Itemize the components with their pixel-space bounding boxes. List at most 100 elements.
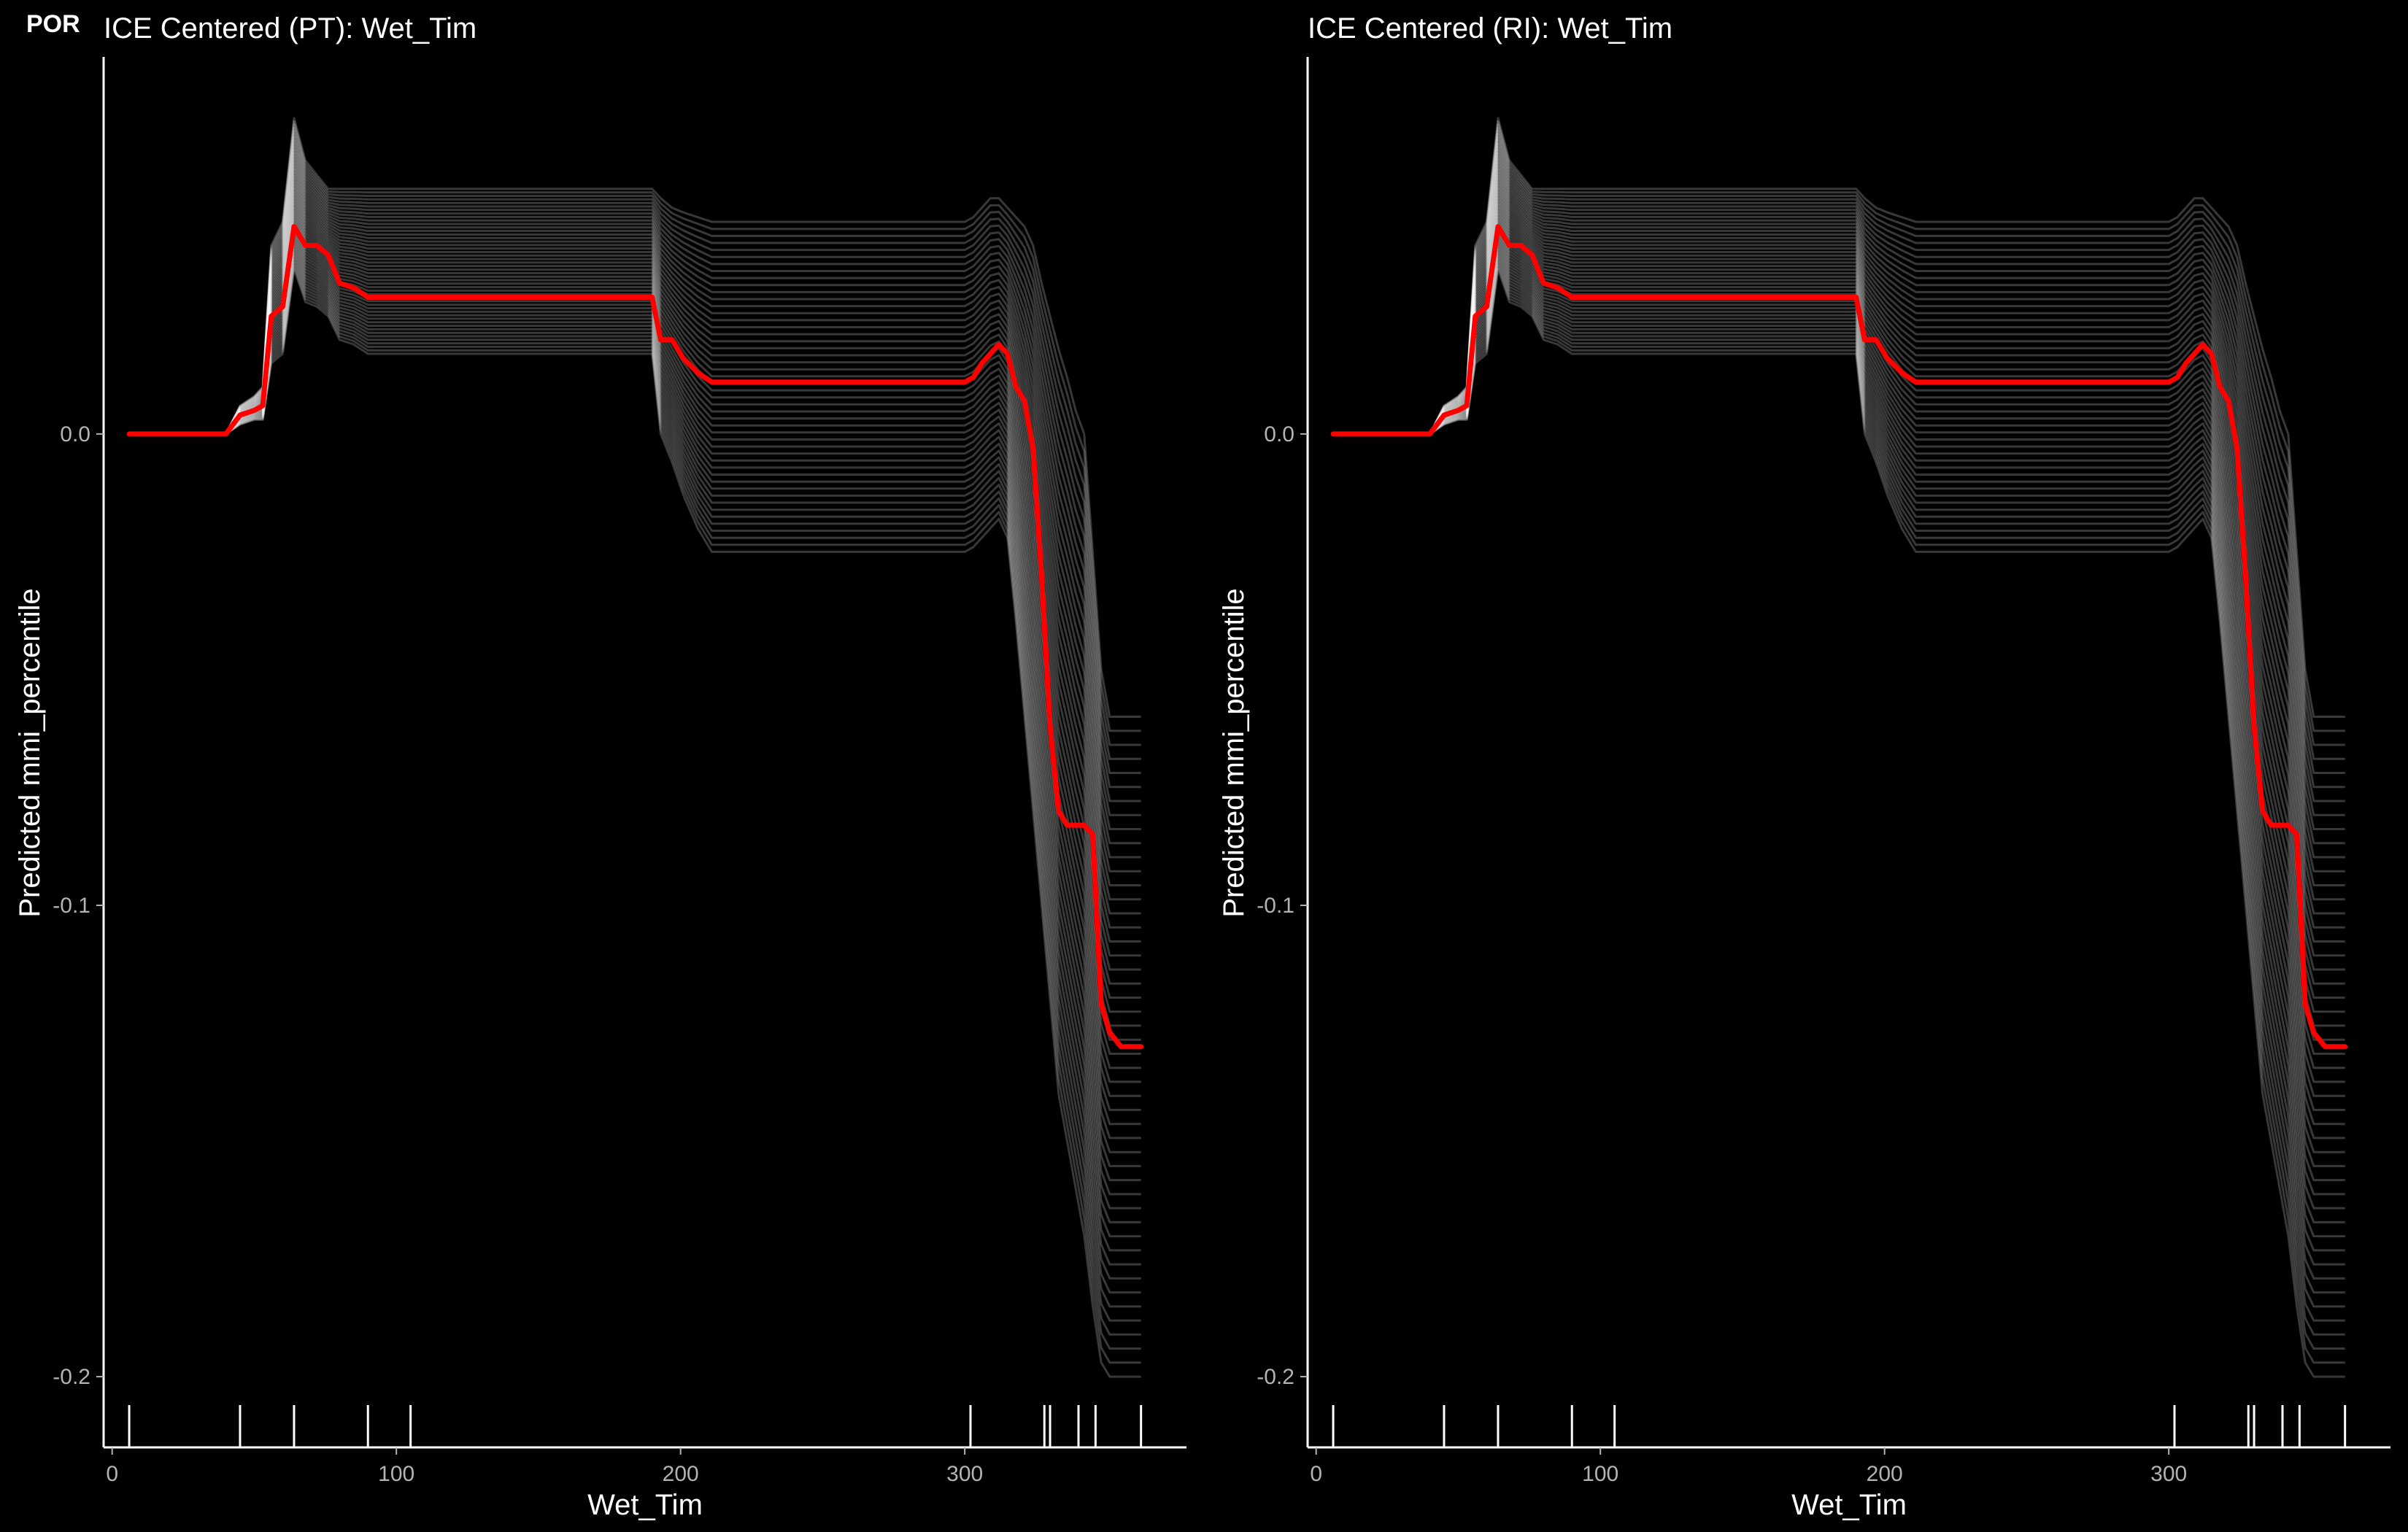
ice-curve [1333, 123, 2345, 746]
x-tick-label: 300 [946, 1462, 983, 1486]
ice-curve [1333, 152, 2345, 873]
ice-curve [1333, 120, 2345, 732]
ice-curve [1333, 149, 2345, 859]
x-tick-label: 200 [1867, 1462, 1903, 1486]
ice-curve [129, 194, 1141, 1055]
ice-curve [129, 162, 1141, 915]
rug-marks [1332, 1405, 2347, 1447]
y-tick-label: -0.1 [1257, 894, 1294, 918]
ice-curve [129, 155, 1141, 886]
ice-curve [1333, 264, 2345, 1364]
ice-curve [129, 133, 1141, 789]
x-tick-label: 100 [378, 1462, 414, 1486]
x-ticks: 0 100 200 300 [106, 1447, 983, 1486]
pdp-line [126, 224, 1144, 1050]
x-ticks: 0 100 200 300 [1310, 1447, 2187, 1486]
ice-curve [1333, 130, 2345, 774]
y-tick-label: -0.2 [1257, 1365, 1294, 1389]
ice-curve [1333, 162, 2345, 915]
ice-curve [1333, 268, 2345, 1378]
ice-curve [1333, 197, 2345, 1069]
ice-curve [1333, 136, 2345, 802]
x-tick-label: 100 [1582, 1462, 1618, 1486]
axes [102, 57, 1186, 1449]
ice-curve [129, 142, 1141, 830]
ice-curve [1333, 248, 2345, 1294]
ice-curve [129, 178, 1141, 985]
ice-curve [1333, 252, 2345, 1308]
ice-curve [129, 245, 1141, 1280]
x-tick-label: 0 [106, 1462, 118, 1486]
axes [1306, 57, 2390, 1449]
ice-curve [129, 252, 1141, 1308]
x-tick-label: 300 [2150, 1462, 2187, 1486]
ice-curve [129, 158, 1141, 901]
ice-curves [1333, 117, 2345, 1378]
ice-curve [129, 136, 1141, 802]
y-axis-title: Predicted mmi_percentile [14, 588, 46, 917]
ice-curve [1333, 261, 2345, 1350]
y-tick-label: -0.2 [53, 1365, 90, 1389]
ice-curve [1333, 155, 2345, 886]
ice-curve [129, 149, 1141, 859]
ice-curve [129, 152, 1141, 873]
rug-marks [128, 1405, 1143, 1447]
y-axis-title: Predicted mmi_percentile [1218, 588, 1250, 917]
x-axis-title: Wet_Tim [587, 1489, 703, 1521]
ice-curve [1333, 158, 2345, 901]
ice-curves [129, 117, 1141, 1378]
ice-curve [1333, 178, 2345, 985]
ice-curve [129, 165, 1141, 929]
ice-curve [1333, 171, 2345, 957]
ice-curve [1333, 139, 2345, 816]
ice-curve [1333, 181, 2345, 999]
ice-curve [1333, 194, 2345, 1055]
figure-tag: POR [26, 10, 80, 38]
ice-curve [1333, 168, 2345, 943]
ice-curve [129, 139, 1141, 816]
pdp-curve [126, 224, 1144, 1050]
panel-title: ICE Centered (RI): Wet_Tim [1308, 12, 1672, 45]
ice-curve [1333, 165, 2345, 929]
ice-curve [129, 126, 1141, 760]
ice-curve [1333, 142, 2345, 830]
ice-curve [1333, 146, 2345, 845]
ice-curve [1333, 174, 2345, 971]
ice-curve [1333, 242, 2345, 1266]
ice-curve [129, 268, 1141, 1378]
ice-curve [129, 242, 1141, 1266]
ice-curve [129, 255, 1141, 1322]
ice-curve [1333, 126, 2345, 760]
ice-curve [129, 261, 1141, 1350]
ice-curve [1333, 258, 2345, 1336]
x-tick-label: 0 [1310, 1462, 1322, 1486]
ice-curve [129, 248, 1141, 1294]
ice-curve [129, 130, 1141, 774]
ice-curve [1333, 184, 2345, 1013]
ice-curve [129, 184, 1141, 1013]
ice-curve [129, 239, 1141, 1252]
ice-curve [129, 117, 1141, 718]
ice-curve [129, 174, 1141, 971]
x-tick-label: 200 [663, 1462, 699, 1486]
ice-curve [1333, 187, 2345, 1027]
pdp-curve [1330, 224, 2348, 1050]
panel-ri: ICE Centered (RI): Wet_Tim Predicted mmi… [1218, 12, 2390, 1521]
ice-curve [129, 146, 1141, 845]
ice-curve [1333, 255, 2345, 1322]
ice-curve [129, 197, 1141, 1069]
y-ticks: 0.0 -0.1 -0.2 [1257, 422, 1308, 1389]
y-tick-label: 0.0 [60, 422, 90, 446]
y-ticks: 0.0 -0.1 -0.2 [53, 422, 104, 1389]
panel-pt: ICE Centered (PT): Wet_Tim Predicted mmi… [14, 12, 1186, 1521]
pdp-line [1330, 224, 2348, 1050]
y-tick-label: 0.0 [1264, 422, 1294, 446]
ice-curve [129, 187, 1141, 1027]
ice-curve [129, 181, 1141, 999]
ice-curve [1333, 117, 2345, 718]
ice-curve [129, 123, 1141, 746]
y-tick-label: -0.1 [53, 894, 90, 918]
ice-curve [129, 258, 1141, 1336]
